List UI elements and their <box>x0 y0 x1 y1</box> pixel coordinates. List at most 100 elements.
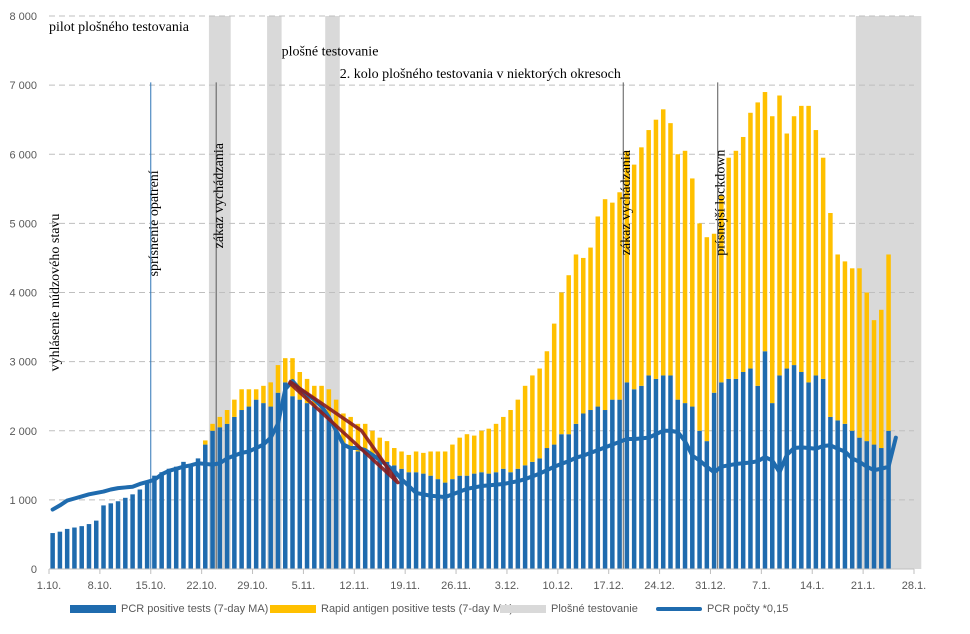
bar-pcr <box>326 416 332 569</box>
bar-pcr <box>828 416 833 569</box>
pcr-line-series <box>50 378 898 512</box>
bar-antigen <box>646 130 651 376</box>
bar-pcr <box>508 472 513 569</box>
gridlines <box>49 15 914 501</box>
bar-pcr <box>188 465 193 569</box>
bar-pcr <box>130 494 135 569</box>
bar-antigen <box>355 423 361 452</box>
legend-swatch-plosne <box>500 605 546 613</box>
x-tick-label: 15.10. <box>135 580 166 592</box>
bar-pcr <box>799 371 804 569</box>
bar-pcr <box>544 448 550 569</box>
bar-antigen <box>755 102 760 386</box>
bar-antigen <box>210 423 215 431</box>
bar-antigen <box>610 202 615 400</box>
bar-pcr <box>413 472 419 569</box>
legend-swatch-pcr-line <box>656 607 702 611</box>
bar-pcr <box>239 410 244 569</box>
annotation-label: 2. kolo plošného testovania v niektorých… <box>340 67 621 82</box>
bar-pcr <box>493 472 499 569</box>
bar-pcr <box>442 482 448 569</box>
x-tick-label: 8.10. <box>88 580 112 592</box>
bar-antigen <box>857 268 862 438</box>
bar-antigen <box>653 119 659 379</box>
bar-pcr <box>711 392 717 569</box>
y-tick-label: 7 000 <box>9 80 37 92</box>
y-tick-label: 8 000 <box>9 11 37 23</box>
axes: 0 1 000 2 000 3 000 4 000 5 000 6 000 7 000 8 00… <box>9 11 926 592</box>
bar-antigen <box>624 150 630 383</box>
bar-pcr <box>588 410 593 569</box>
y-tick-label: 1 000 <box>9 495 37 507</box>
bar-antigen <box>820 157 826 379</box>
y-tick-label: 3 000 <box>9 357 37 369</box>
bar-antigen <box>501 416 506 469</box>
bar-pcr <box>820 378 826 569</box>
bar-antigen <box>813 130 819 376</box>
annotation-label: sprísnenie opatrení <box>147 170 162 276</box>
bar-pcr <box>551 444 557 569</box>
bar-pcr <box>806 382 811 569</box>
bar-pcr <box>108 503 114 569</box>
bar-antigen <box>871 320 877 445</box>
bar-antigen <box>515 399 521 469</box>
bar-pcr <box>428 475 433 569</box>
bar-antigen <box>370 430 375 455</box>
bar-pcr <box>304 403 310 569</box>
bar-series <box>50 92 891 569</box>
bar-antigen <box>842 261 848 424</box>
bar-pcr <box>348 448 353 569</box>
bar-pcr <box>595 406 601 569</box>
bar-antigen <box>537 368 542 459</box>
legend: PCR positive tests (7-day MA) Rapid anti… <box>60 603 960 623</box>
bar-antigen <box>690 178 695 407</box>
bar-antigen <box>588 247 593 411</box>
bar-pcr <box>857 437 862 569</box>
bar-pcr <box>159 472 164 569</box>
bar-pcr <box>261 403 266 569</box>
x-tick-label: 1.10. <box>37 580 61 592</box>
bar-antigen <box>566 275 571 435</box>
bar-antigen <box>261 385 266 404</box>
bar-pcr <box>319 410 324 569</box>
bar-pcr <box>755 385 760 569</box>
bar-antigen <box>399 451 404 469</box>
x-tick-label: 31.12. <box>695 580 726 592</box>
x-tick-label: 12.11. <box>339 580 369 592</box>
bar-pcr <box>312 406 317 569</box>
bar-antigen <box>406 454 412 473</box>
bar-antigen <box>791 116 797 366</box>
bar-pcr <box>849 430 855 569</box>
x-tick-label: 24.12. <box>644 580 675 592</box>
bar-pcr <box>501 468 506 569</box>
bar-pcr <box>137 489 143 569</box>
bar-pcr <box>748 368 753 569</box>
bar-pcr <box>93 520 99 569</box>
bar-pcr <box>370 454 375 569</box>
bar-pcr <box>64 528 70 569</box>
bar-antigen <box>573 254 579 424</box>
bar-pcr <box>341 444 346 569</box>
bar-antigen <box>530 375 535 462</box>
bar-pcr <box>522 465 528 569</box>
bar-pcr <box>530 461 535 569</box>
bar-pcr <box>537 458 542 569</box>
bar-pcr <box>835 420 840 569</box>
bar-antigen <box>544 351 550 449</box>
bar-pcr <box>740 371 746 569</box>
bar-pcr <box>610 399 615 569</box>
bar-pcr <box>173 466 179 569</box>
bar-pcr <box>464 475 470 569</box>
bar-pcr <box>639 385 644 569</box>
bar-antigen <box>602 199 608 411</box>
bar-pcr <box>871 444 877 569</box>
bar-antigen <box>733 150 739 379</box>
event-lines <box>150 82 719 569</box>
x-tick-label: 28.1. <box>902 580 926 592</box>
bar-pcr <box>101 505 106 569</box>
bar-antigen <box>348 416 353 449</box>
trend-highlight <box>287 379 400 485</box>
bar-antigen <box>464 434 470 476</box>
bar-antigen <box>639 147 644 386</box>
bar-pcr <box>86 524 92 569</box>
